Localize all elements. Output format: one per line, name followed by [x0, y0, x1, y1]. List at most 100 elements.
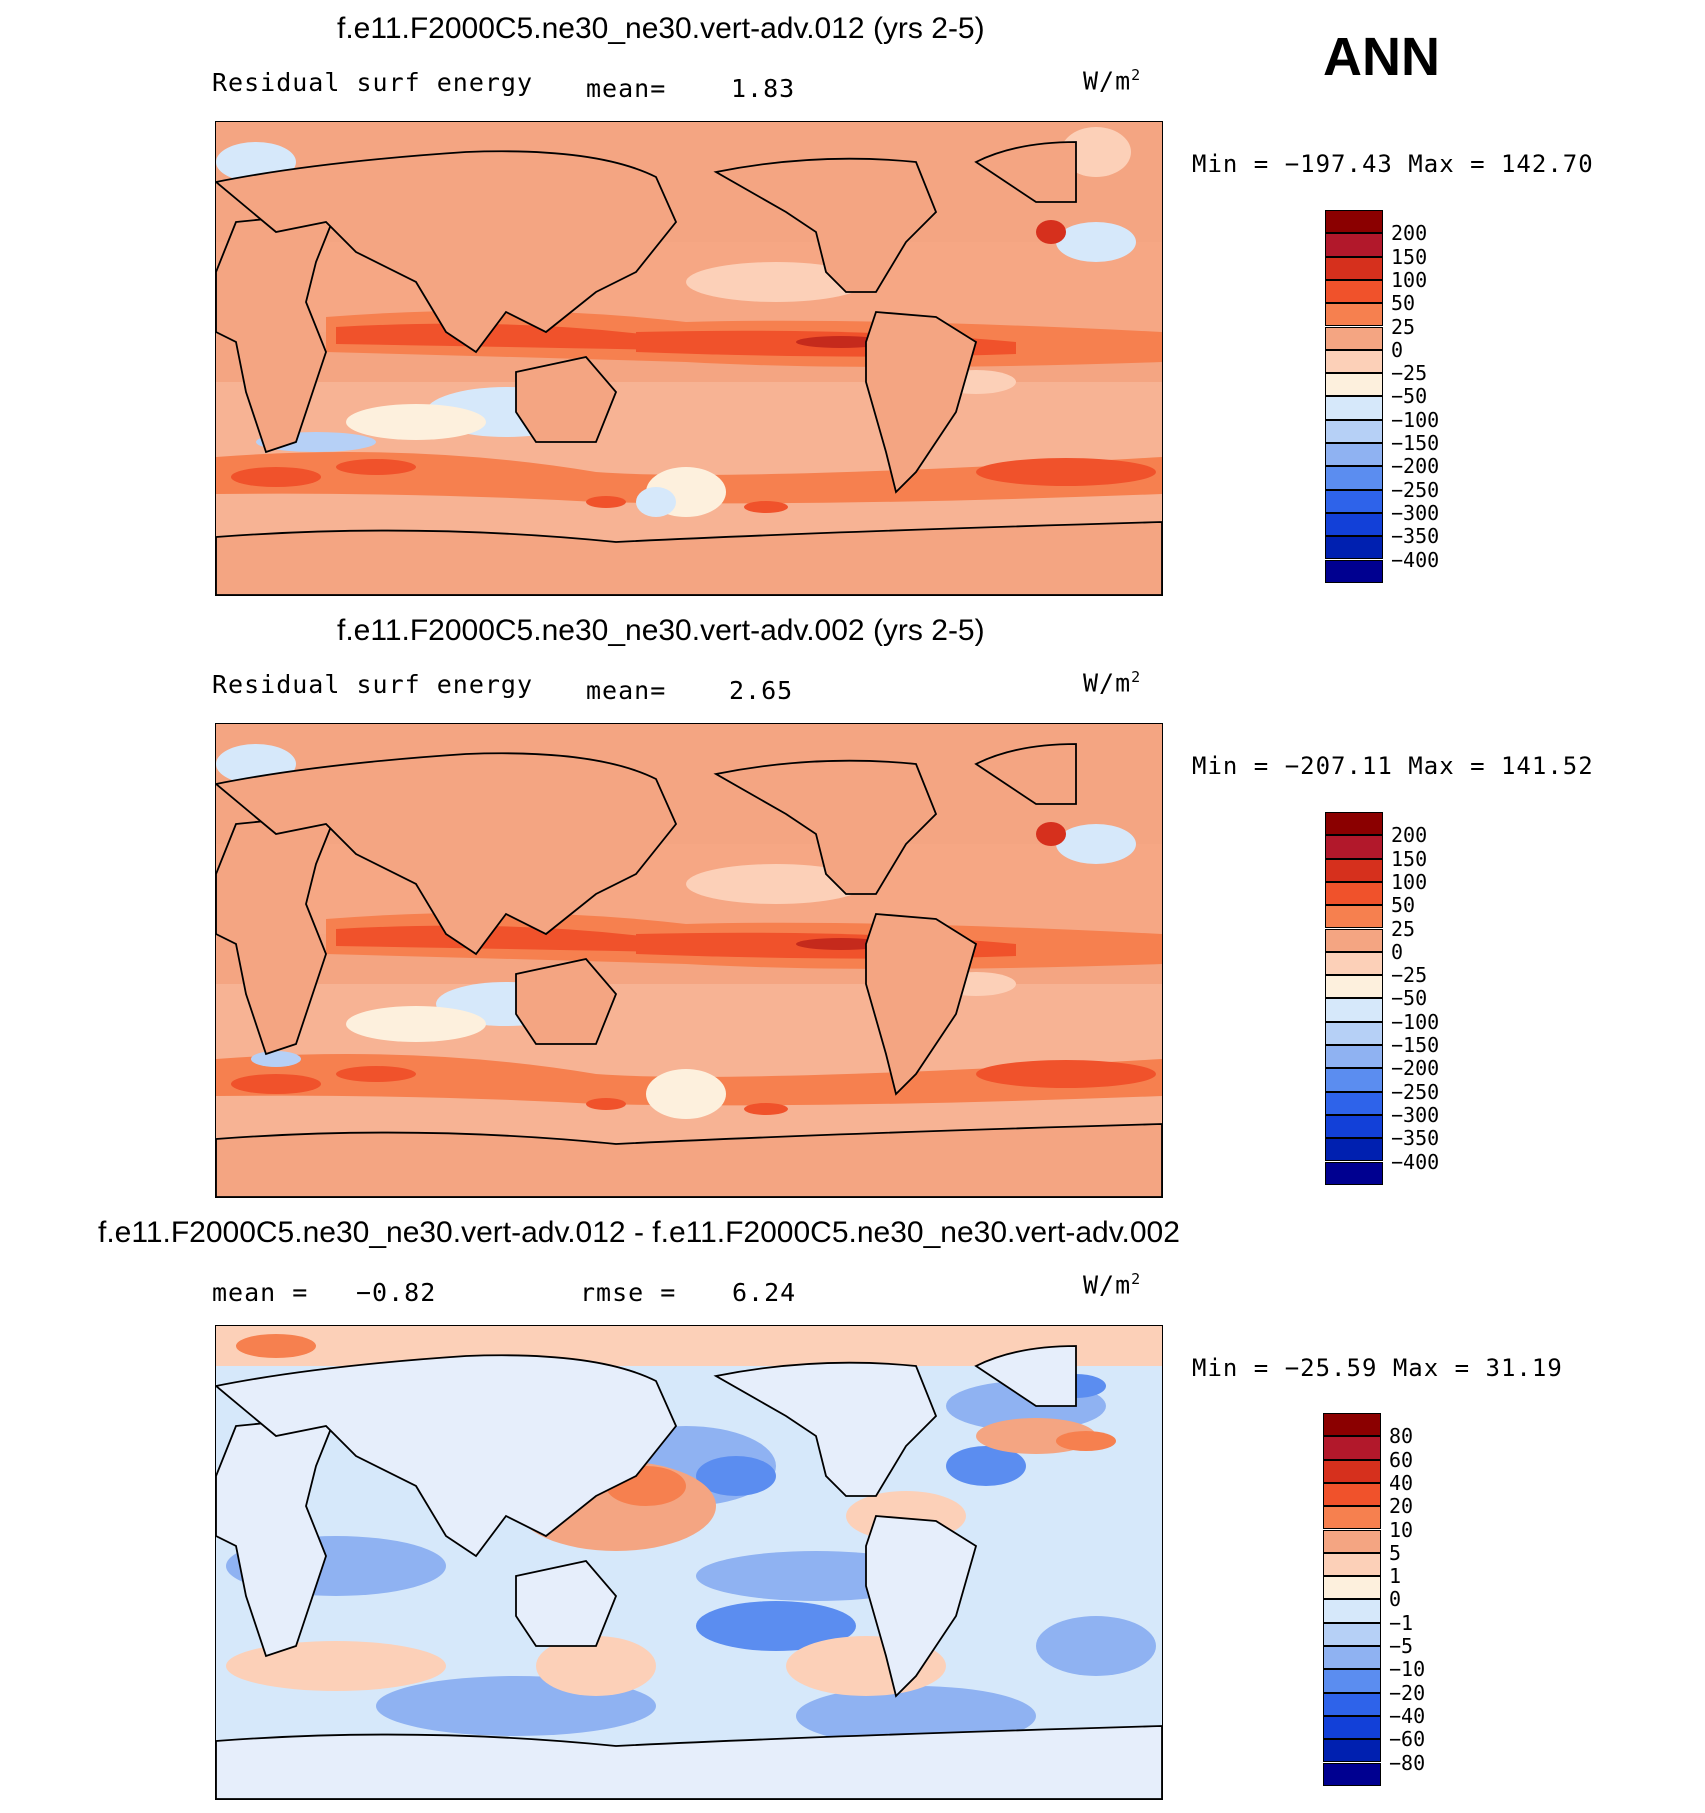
colorbar-label: 150	[1391, 244, 1428, 269]
colorbar-label: −250	[1391, 1079, 1440, 1104]
colorbar-box	[1325, 396, 1383, 420]
panel2-map	[215, 723, 1163, 1198]
colorbar-box	[1325, 210, 1383, 234]
colorbar-label: −20	[1389, 1680, 1426, 1705]
colorbar-box	[1325, 835, 1383, 859]
panel2-mean-label: mean=	[586, 676, 667, 705]
colorbar-box	[1323, 1552, 1381, 1577]
panel1-variable: Residual surf energy	[212, 68, 534, 97]
colorbar-box	[1325, 1161, 1383, 1185]
panel1-units: W/m2	[1083, 66, 1142, 96]
colorbar-box	[1323, 1715, 1381, 1740]
colorbar-label: −350	[1391, 1126, 1440, 1151]
colorbar-box	[1323, 1622, 1381, 1646]
colorbar-label: −400	[1391, 547, 1440, 572]
panel1-mean-value: 1.83	[731, 74, 796, 103]
colorbar-box	[1323, 1482, 1381, 1507]
panel1-title: f.e11.F2000C5.ne30_ne30.vert-adv.012 (yr…	[337, 12, 985, 45]
colorbar-box	[1323, 1599, 1381, 1623]
colorbar-label: 50	[1391, 893, 1416, 918]
colorbar-label: 60	[1389, 1447, 1414, 1472]
colorbar-box	[1323, 1413, 1381, 1437]
colorbar-box	[1325, 975, 1383, 999]
colorbar-label: 0	[1389, 1587, 1402, 1612]
panel3-units: W/m2	[1083, 1270, 1142, 1300]
panel1-map	[215, 121, 1163, 596]
panel2-units: W/m2	[1083, 668, 1142, 698]
colorbar-label: 25	[1391, 314, 1416, 339]
colorbar-box	[1325, 512, 1383, 537]
colorbar-label: 20	[1389, 1494, 1414, 1519]
colorbar-label: −25	[1391, 963, 1428, 988]
colorbar-label: −80	[1389, 1750, 1426, 1775]
colorbar-label: 1	[1389, 1564, 1402, 1589]
colorbar-label: 80	[1389, 1424, 1414, 1449]
panel2-colorbar: 200 150 100 50 25 0 −25 −50 −100 −150 −200 −250 −300…	[1325, 812, 1439, 1185]
panel3-map	[215, 1325, 1163, 1800]
colorbar-box	[1325, 233, 1383, 257]
colorbar-label: −200	[1391, 454, 1440, 479]
colorbar-label: 25	[1391, 916, 1416, 941]
colorbar-box	[1325, 373, 1383, 397]
panel1-colorbar: 200 150 100 50 25 0 −25 −50 −100 −150 −200 −250 −300…	[1325, 210, 1439, 583]
colorbar-box	[1325, 303, 1383, 327]
colorbar-label: −300	[1391, 1102, 1440, 1127]
panel1-minmax: Min = −197.43 Max = 142.70	[1192, 150, 1594, 178]
colorbar-box	[1323, 1739, 1381, 1763]
colorbar-label: 100	[1391, 267, 1428, 292]
colorbar-box	[1323, 1692, 1381, 1716]
panel2-title: f.e11.F2000C5.ne30_ne30.vert-adv.002 (yr…	[337, 614, 985, 647]
colorbar-label: 200	[1391, 221, 1428, 246]
panel3-colorbar: 80 60 40 20 10 5 1 0 −1 −5 −10 −20 −40 −60 −80	[1323, 1413, 1425, 1786]
colorbar-box	[1325, 905, 1383, 929]
colorbar-label: 5	[1389, 1540, 1402, 1565]
colorbar-box	[1323, 1646, 1381, 1670]
colorbar-label: 40	[1389, 1470, 1414, 1495]
colorbar-label: −150	[1391, 1033, 1440, 1057]
colorbar-label: −60	[1389, 1727, 1426, 1752]
colorbar-label: 0	[1391, 337, 1404, 362]
colorbar-box	[1325, 1021, 1383, 1045]
colorbar-box	[1325, 812, 1383, 836]
colorbar-box	[1325, 466, 1383, 490]
colorbar-box	[1325, 1114, 1383, 1139]
colorbar-box	[1325, 998, 1383, 1022]
colorbar-label: 200	[1391, 823, 1428, 848]
colorbar-box	[1325, 559, 1383, 583]
colorbar-box	[1325, 1045, 1383, 1069]
colorbar-box	[1325, 489, 1383, 513]
panel3-rmse-label: rmse =	[580, 1278, 677, 1307]
colorbar-box	[1325, 951, 1383, 976]
colorbar-label: −100	[1391, 407, 1440, 432]
colorbar-box	[1323, 1762, 1381, 1786]
colorbar-label: 100	[1391, 869, 1428, 894]
colorbar-label: −100	[1391, 1009, 1440, 1034]
colorbar-box	[1325, 858, 1383, 882]
colorbar-label: −40	[1389, 1703, 1426, 1728]
colorbar-box	[1325, 419, 1383, 443]
colorbar-box	[1325, 1068, 1383, 1092]
colorbar-box	[1325, 326, 1383, 350]
colorbar-label: 150	[1391, 846, 1428, 871]
panel2-variable: Residual surf energy	[212, 670, 534, 699]
colorbar-label: 0	[1391, 939, 1404, 964]
colorbar-box	[1325, 1138, 1383, 1162]
panel3-minmax: Min = −25.59 Max = 31.19	[1192, 1354, 1563, 1382]
colorbar-label: −50	[1391, 986, 1428, 1011]
colorbar-label: −1	[1389, 1610, 1414, 1635]
colorbar-label: −300	[1391, 500, 1440, 525]
colorbar-box	[1325, 536, 1383, 560]
colorbar-box	[1325, 881, 1383, 906]
colorbar-box	[1325, 1091, 1383, 1115]
colorbar-label: −5	[1389, 1634, 1414, 1658]
colorbar-box	[1325, 349, 1383, 374]
panel3-mean-label: mean =	[212, 1278, 309, 1307]
season-label: ANN	[1323, 27, 1440, 87]
colorbar-label: −400	[1391, 1149, 1440, 1174]
colorbar-box	[1323, 1529, 1381, 1553]
panel1-mean-label: mean=	[586, 74, 667, 103]
colorbar-box	[1325, 279, 1383, 304]
colorbar-box	[1325, 928, 1383, 952]
colorbar-label: −350	[1391, 524, 1440, 549]
colorbar-box	[1323, 1436, 1381, 1460]
